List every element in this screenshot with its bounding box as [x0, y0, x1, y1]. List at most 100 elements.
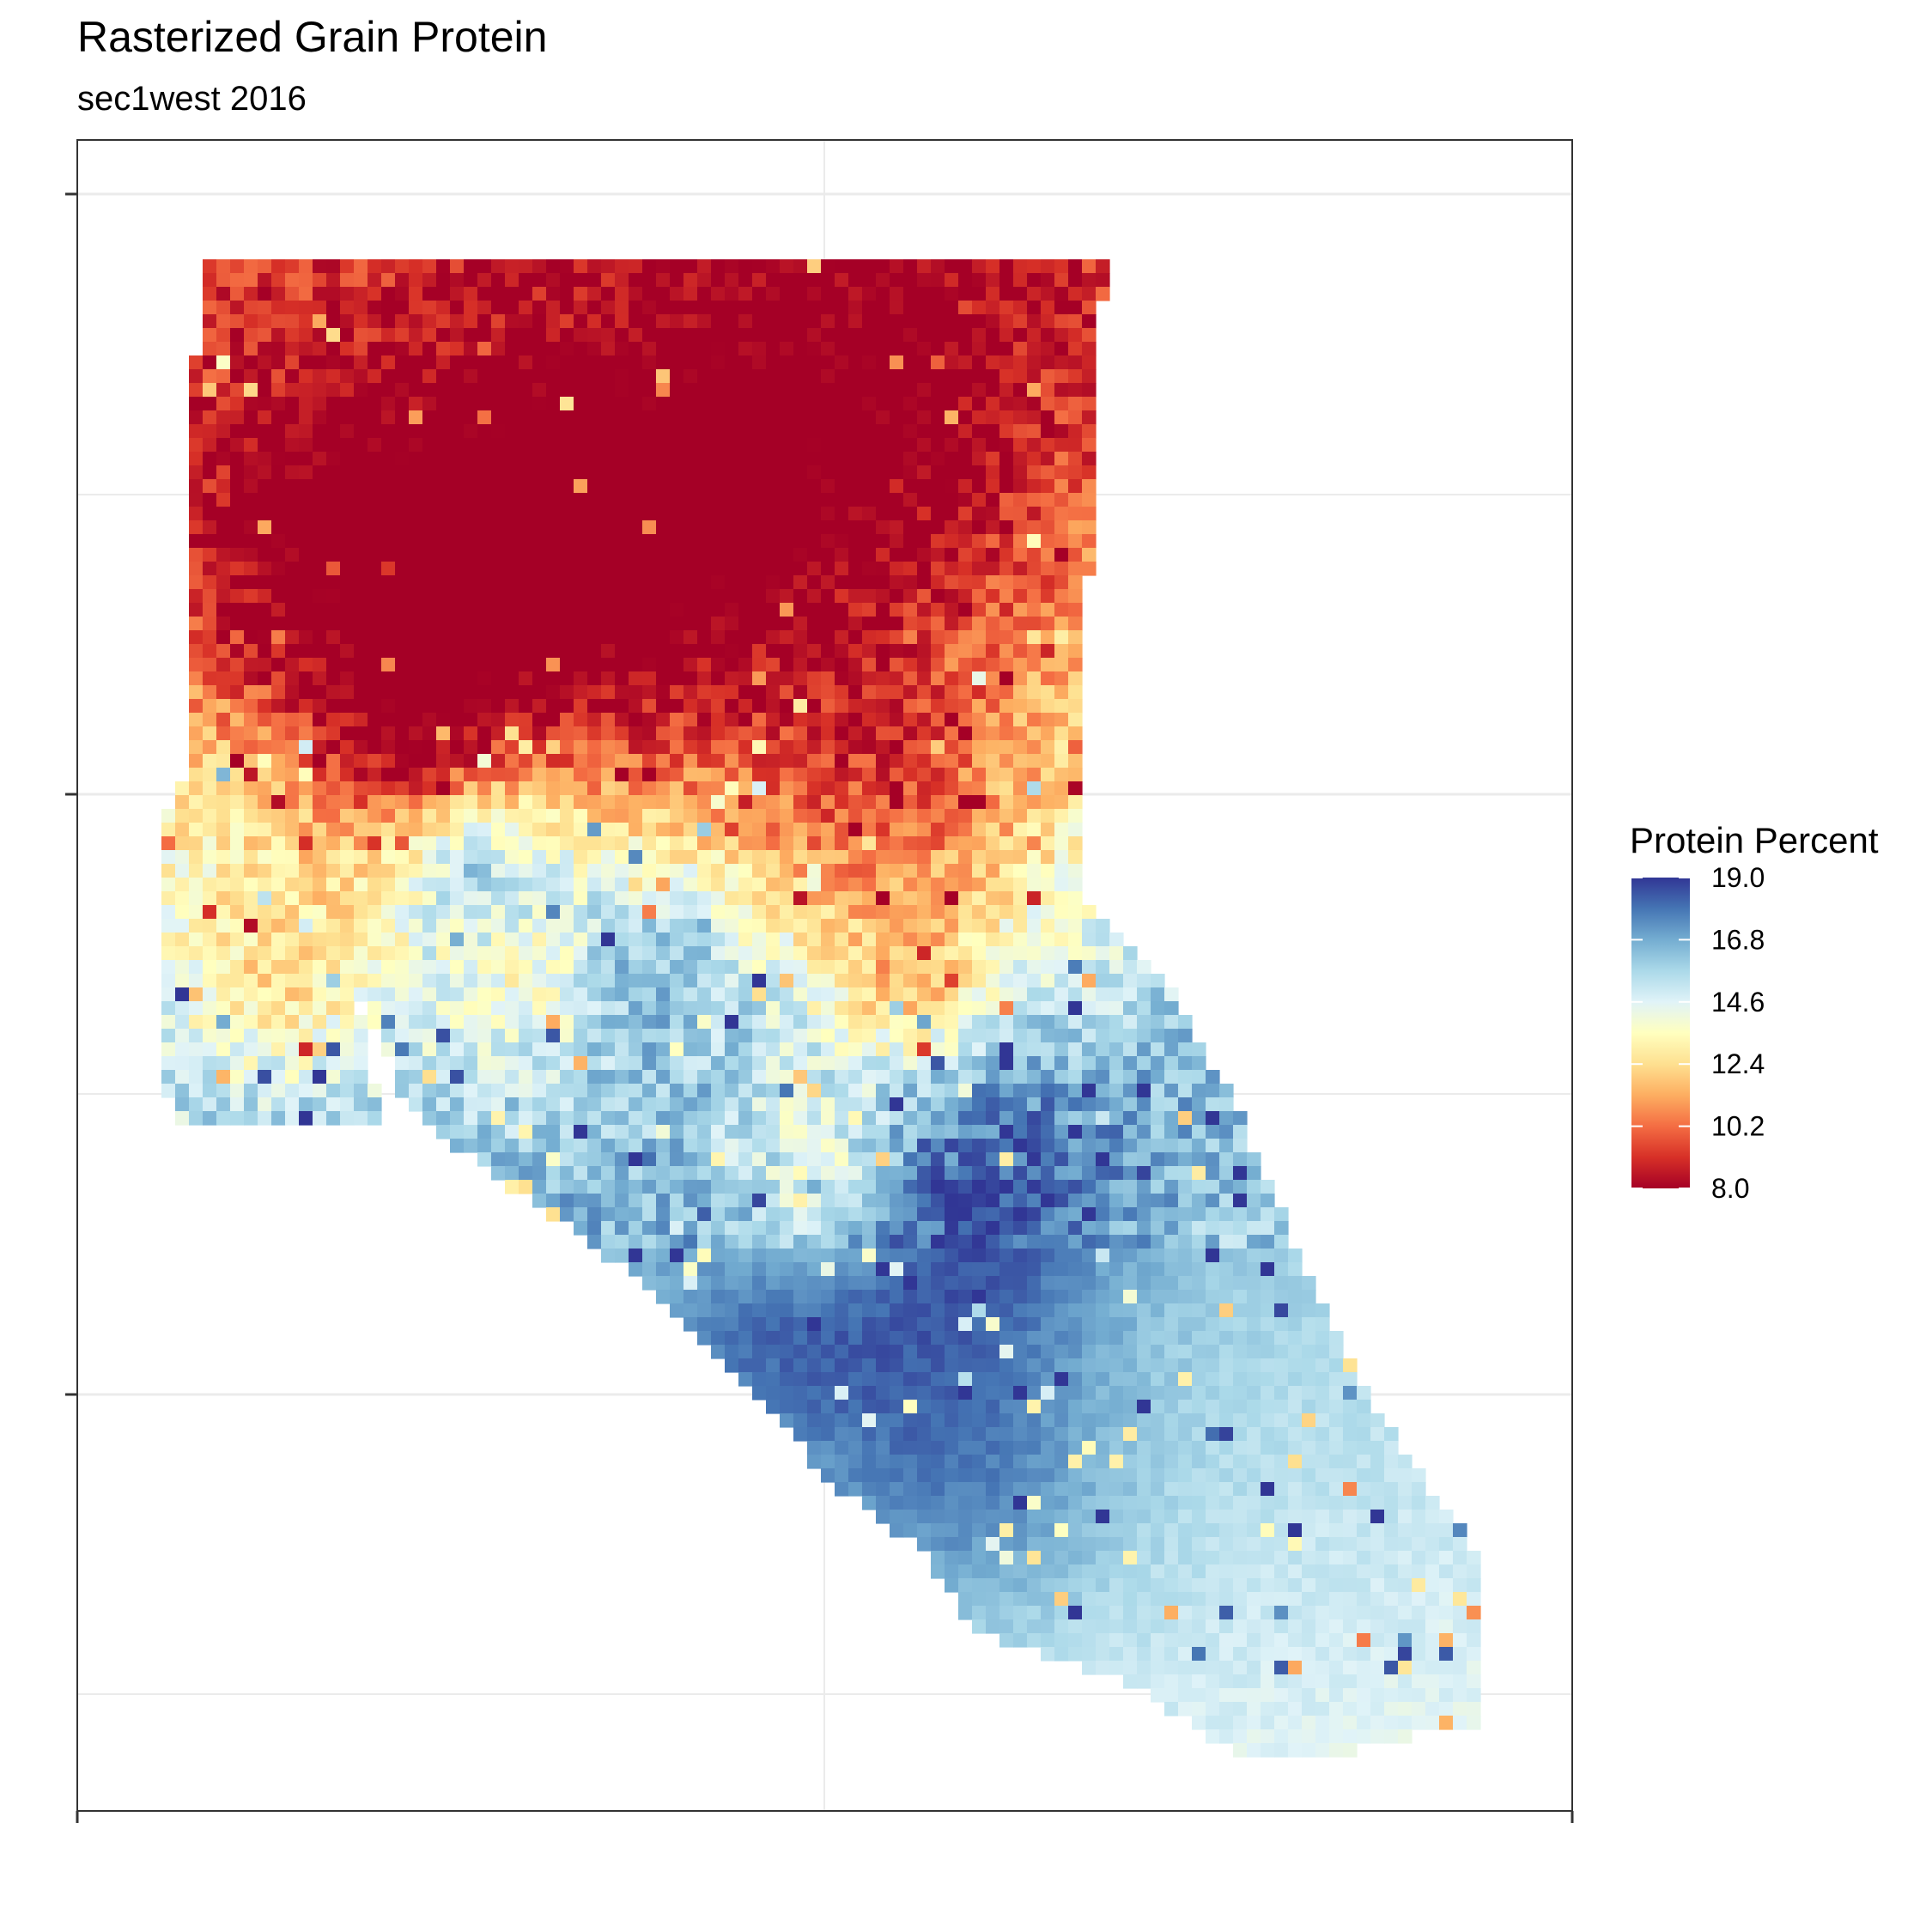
- raster-cell: [601, 960, 616, 975]
- raster-cell: [958, 1235, 973, 1249]
- raster-cell: [711, 301, 726, 315]
- raster-cell: [725, 259, 739, 274]
- raster-cell: [161, 850, 176, 865]
- raster-cell: [340, 685, 355, 700]
- raster-cell: [258, 1042, 272, 1057]
- raster-cell: [1027, 287, 1042, 301]
- raster-cell: [793, 369, 808, 384]
- raster-cell: [519, 644, 533, 659]
- raster-cell: [642, 493, 657, 507]
- raster-cell: [203, 809, 217, 823]
- raster-cell: [422, 314, 437, 329]
- raster-cell: [670, 1276, 684, 1291]
- raster-cell: [807, 1249, 822, 1263]
- raster-cell: [683, 1180, 698, 1194]
- raster-cell: [368, 905, 382, 920]
- raster-cell: [999, 699, 1014, 714]
- raster-cell: [244, 1070, 258, 1084]
- raster-cell: [409, 507, 423, 521]
- raster-cell: [642, 1097, 657, 1112]
- raster-cell: [766, 465, 781, 480]
- raster-cell: [848, 479, 863, 494]
- raster-cell: [340, 479, 355, 494]
- raster-cell: [835, 493, 849, 507]
- raster-cell: [670, 1111, 684, 1126]
- raster-cell: [697, 273, 712, 288]
- raster-cell: [835, 891, 849, 906]
- raster-cell: [1068, 1166, 1083, 1181]
- raster-cell: [793, 768, 808, 782]
- raster-cell: [409, 575, 423, 590]
- raster-cell: [876, 726, 890, 741]
- raster-cell: [574, 410, 588, 425]
- raster-cell: [313, 452, 327, 466]
- raster-cell: [615, 781, 629, 796]
- raster-cell: [725, 328, 739, 343]
- raster-cell: [629, 410, 643, 425]
- raster-cell: [793, 520, 808, 535]
- raster-cell: [505, 740, 519, 755]
- raster-cell: [587, 685, 602, 700]
- raster-cell: [615, 919, 629, 933]
- raster-cell: [890, 1235, 904, 1249]
- raster-cell: [436, 781, 451, 796]
- raster-cell: [629, 1029, 643, 1043]
- raster-cell: [683, 1056, 698, 1071]
- raster-cell: [477, 520, 492, 535]
- raster-cell: [780, 1180, 794, 1194]
- raster-cell: [189, 671, 204, 686]
- raster-cell: [532, 424, 547, 439]
- raster-cell: [903, 1262, 918, 1277]
- raster-cell: [670, 836, 684, 851]
- raster-cell: [299, 493, 313, 507]
- raster-cell: [848, 795, 863, 810]
- raster-cell: [313, 768, 327, 782]
- raster-cell: [244, 617, 258, 631]
- raster-cell: [903, 974, 918, 988]
- raster-cell: [793, 259, 808, 274]
- raster-cell: [354, 603, 368, 617]
- raster-cell: [326, 960, 341, 975]
- raster-cell: [395, 465, 410, 480]
- raster-cell: [1109, 974, 1124, 988]
- raster-cell: [381, 1042, 396, 1057]
- raster-cell: [986, 1303, 1000, 1318]
- raster-cell: [917, 946, 932, 961]
- raster-cell: [890, 1111, 904, 1126]
- raster-cell: [793, 946, 808, 961]
- raster-cell: [656, 946, 671, 961]
- raster-cell: [986, 1125, 1000, 1139]
- raster-cell: [917, 1001, 932, 1016]
- raster-cell: [340, 452, 355, 466]
- raster-cell: [903, 836, 918, 851]
- raster-cell: [711, 644, 726, 659]
- raster-cell: [505, 1015, 519, 1030]
- raster-cell: [890, 658, 904, 672]
- raster-cell: [725, 1221, 739, 1236]
- raster-cell: [354, 342, 368, 356]
- raster-cell: [683, 452, 698, 466]
- raster-cell: [752, 452, 767, 466]
- raster-cell: [409, 259, 423, 274]
- raster-cell: [574, 273, 588, 288]
- raster-cell: [546, 548, 561, 562]
- raster-cell: [271, 933, 286, 947]
- raster-cell: [326, 809, 341, 823]
- raster-cell: [491, 452, 506, 466]
- raster-cell: [189, 754, 204, 769]
- raster-cell: [464, 960, 478, 975]
- raster-cell: [491, 905, 506, 920]
- raster-cell: [354, 493, 368, 507]
- raster-cell: [491, 1152, 506, 1167]
- raster-cell: [258, 960, 272, 975]
- raster-cell: [299, 603, 313, 617]
- raster-cell: [464, 493, 478, 507]
- raster-cell: [1137, 1290, 1151, 1304]
- raster-cell: [409, 438, 423, 453]
- raster-cell: [1219, 1194, 1234, 1208]
- raster-cell: [683, 836, 698, 851]
- raster-cell: [766, 713, 781, 727]
- raster-cell: [258, 548, 272, 562]
- raster-cell: [1027, 1194, 1042, 1208]
- raster-cell: [683, 1084, 698, 1098]
